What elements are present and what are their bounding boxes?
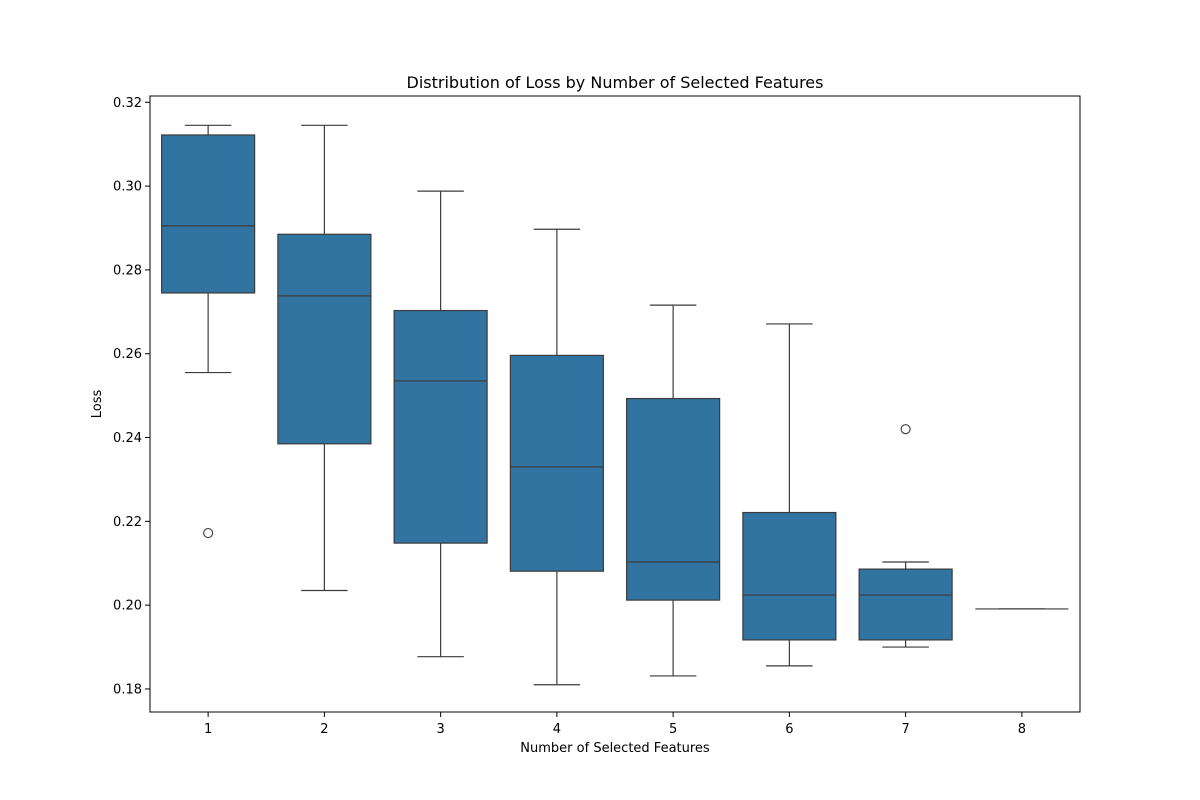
plot-frame xyxy=(149,95,1081,713)
y-tick-label: 0.26 xyxy=(113,347,142,362)
y-tick-label: 0.18 xyxy=(113,682,142,697)
y-tick-label: 0.32 xyxy=(113,96,142,111)
iqr-box xyxy=(858,568,953,641)
outlier-point xyxy=(203,528,214,539)
box-group xyxy=(509,228,604,686)
x-tick-label: 2 xyxy=(320,722,328,737)
x-tick-label: 3 xyxy=(436,722,444,737)
box-group xyxy=(393,190,488,658)
y-tick-label: 0.22 xyxy=(113,515,142,530)
outlier-point xyxy=(900,424,911,435)
x-tick-label: 6 xyxy=(785,722,793,737)
box-group xyxy=(626,304,721,677)
box-group xyxy=(742,323,837,667)
y-axis-title: Loss xyxy=(90,390,105,419)
iqr-box xyxy=(742,511,837,641)
iqr-box xyxy=(509,354,604,572)
y-tick-label: 0.24 xyxy=(113,431,142,446)
x-tick-label: 8 xyxy=(1018,722,1026,737)
y-axis: 0.18 0.20 0.22 0.24 0.26 0.28 0.30 0.32 xyxy=(113,96,150,697)
x-tick-label: 5 xyxy=(669,722,677,737)
y-tick-label: 0.30 xyxy=(113,180,142,195)
boxes-layer xyxy=(161,124,1069,686)
chart-title: Distribution of Loss by Number of Select… xyxy=(407,73,824,92)
box-group xyxy=(161,124,256,539)
x-axis: 1 2 3 4 5 6 7 8 xyxy=(204,712,1026,737)
iqr-box xyxy=(393,309,488,544)
iqr-box xyxy=(161,134,256,294)
box-group xyxy=(277,124,372,592)
iqr-box xyxy=(626,397,721,601)
iqr-box xyxy=(277,233,372,445)
y-tick-label: 0.28 xyxy=(113,263,142,278)
x-axis-title: Number of Selected Features xyxy=(520,741,710,756)
y-tick-label: 0.20 xyxy=(113,599,142,614)
x-tick-label: 7 xyxy=(901,722,909,737)
box-group xyxy=(858,424,953,648)
x-tick-label: 4 xyxy=(553,722,561,737)
x-tick-label: 1 xyxy=(204,722,212,737)
